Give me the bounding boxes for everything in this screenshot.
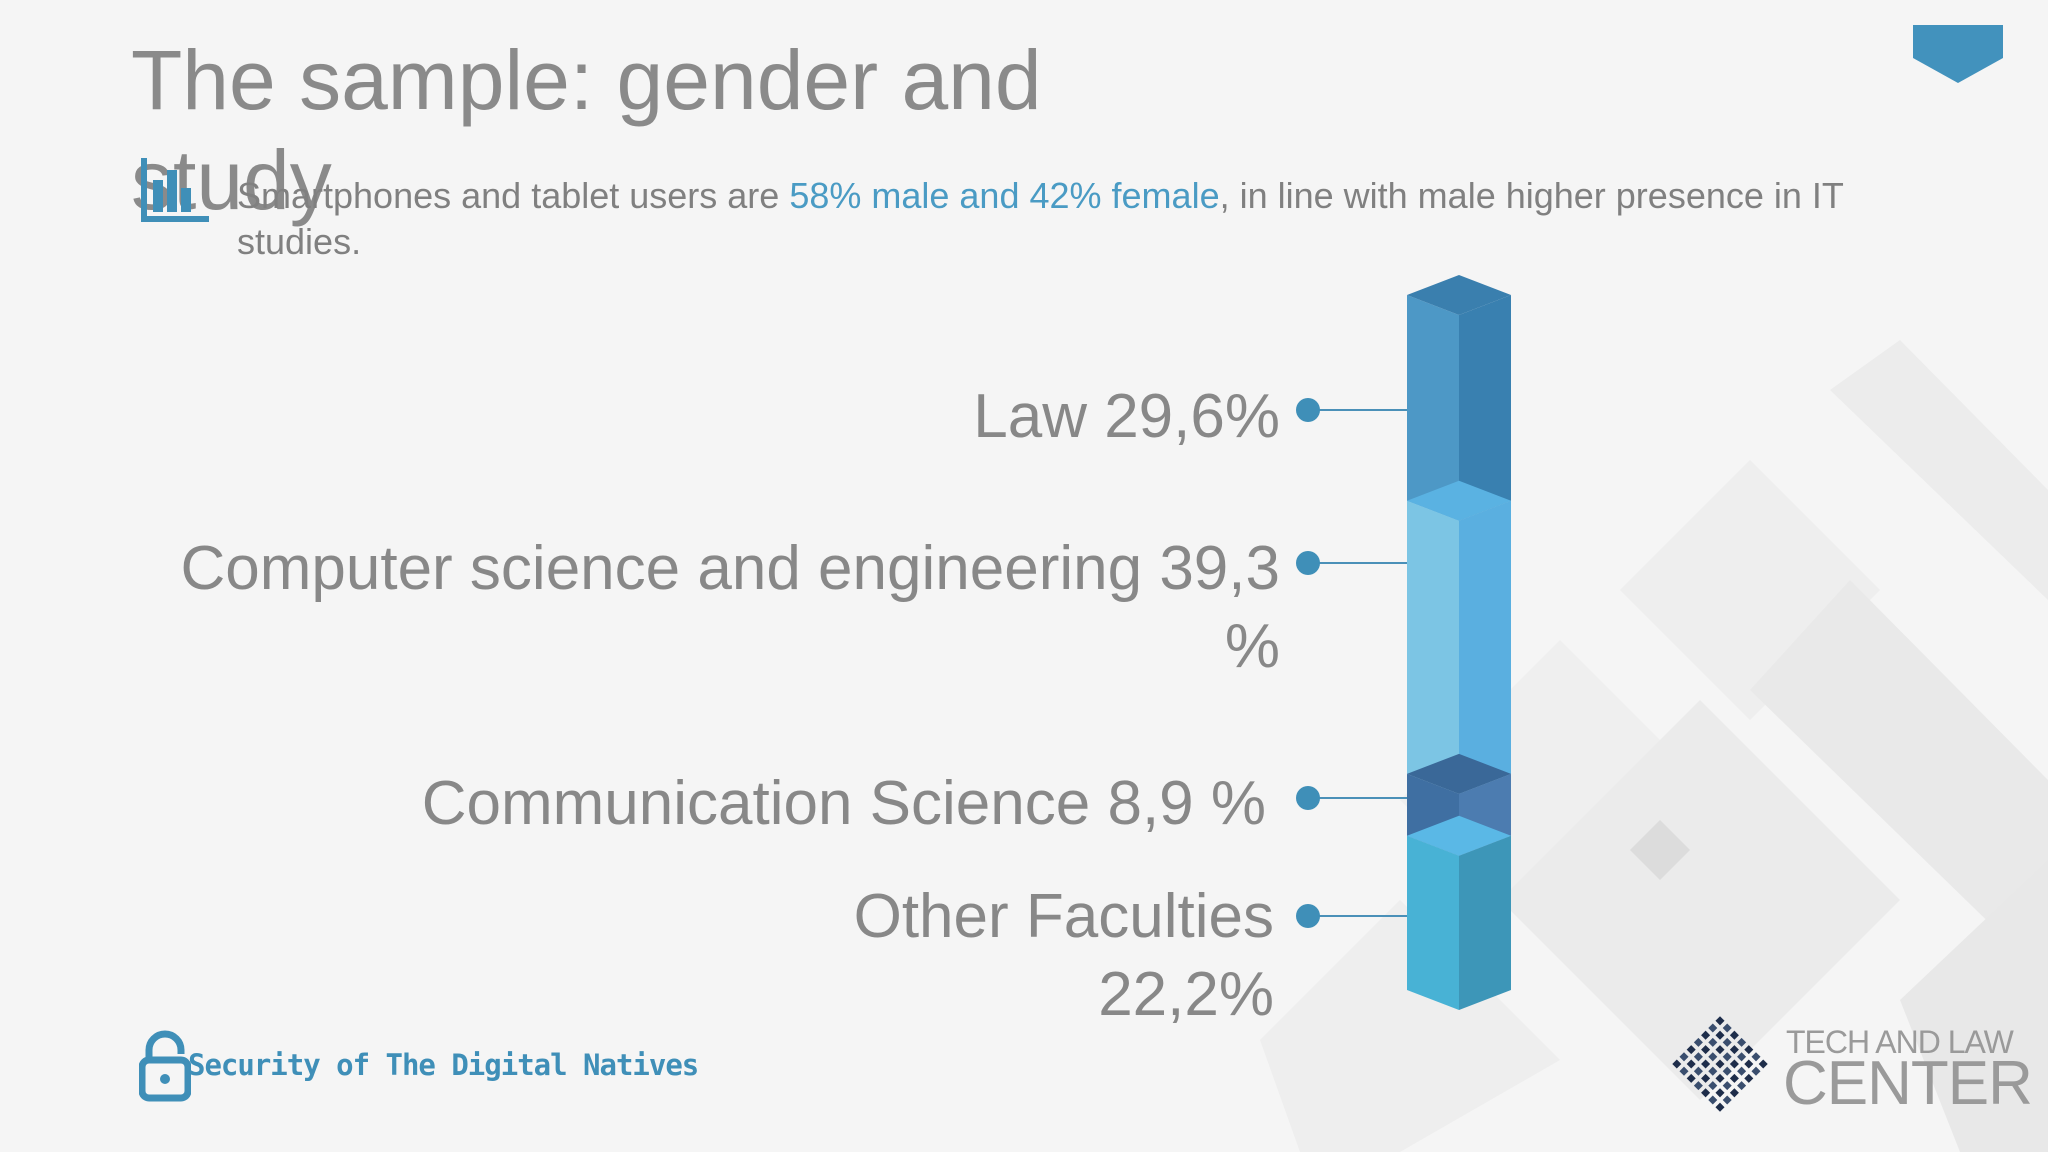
globe-cell [1715,1102,1725,1112]
label-other-faculties: Other Faculties 22,2% [853,882,1274,1029]
globe-cell [1751,1052,1761,1062]
globe-cell [1737,1037,1747,1047]
globe-cell [1722,1052,1732,1062]
globe-cell [1715,1030,1725,1040]
globe-cell [1729,1088,1739,1098]
project-name: Security of The Digital Natives [188,1048,699,1082]
globe-cell [1722,1023,1732,1033]
globe-cell [1701,1088,1711,1098]
subtitle-text-end: , in line with male higher presence in I… [237,175,1844,262]
globe-logo-icon [1672,1016,1768,1112]
logo-text-top: TECH AND LAW [1786,1024,2014,1060]
globe-cell [1722,1037,1732,1047]
globe-cell [1693,1052,1703,1062]
globe-cell [1708,1095,1718,1105]
globe-cell [1744,1059,1754,1069]
globe-cell [1708,1066,1718,1076]
globe-cell [1729,1030,1739,1040]
globe-cell [1715,1045,1725,1055]
globe-cell [1701,1045,1711,1055]
globe-cell [1715,1016,1725,1026]
segment-other-faculties-top [1407,815,1511,856]
bar-chart-icon [141,158,209,222]
globe-cell [1708,1023,1718,1033]
globe-cell [1701,1059,1711,1069]
corner-tab-icon [1913,25,2003,83]
globe-cell [1693,1066,1703,1076]
globe-cell [1744,1045,1754,1055]
globe-cell [1751,1066,1761,1076]
label-law: Law 29,6% [973,382,1280,451]
globe-cell [1708,1037,1718,1047]
segment-law-front [1407,295,1459,521]
leader-dot-0 [1296,398,1320,422]
globe-cell [1737,1052,1747,1062]
globe-cell [1737,1066,1747,1076]
globe-cell [1729,1059,1739,1069]
globe-cell [1686,1045,1696,1055]
globe-cell [1701,1030,1711,1040]
globe-cell [1729,1073,1739,1083]
globe-cell [1672,1059,1682,1069]
label-communication-science: Communication Science 8,9 % [421,769,1266,838]
globe-cell [1686,1059,1696,1069]
globe-cell [1686,1073,1696,1083]
logo-text-bottom: CENTER [1783,1049,2033,1118]
globe-cell [1737,1081,1747,1091]
segment-other-faculties-side [1459,835,1511,1010]
segment-law-side [1459,295,1511,521]
segment-computer-science-and-engineering-side [1459,500,1511,794]
globe-cell [1722,1066,1732,1076]
leader-dot-2 [1296,786,1320,810]
leader-dot-1 [1296,551,1320,575]
segment-computer-science-and-engineering-top [1407,480,1511,521]
segment-computer-science-and-engineering-front [1407,500,1459,794]
globe-cell [1722,1081,1732,1091]
globe-cell [1679,1052,1689,1062]
slide-title: The sample: gender and study [131,33,1042,227]
globe-cell [1715,1088,1725,1098]
segment-law-top [1407,275,1511,315]
unlock-icon [139,1030,191,1102]
globe-cell [1758,1059,1768,1069]
segment-other-faculties-front [1407,835,1459,1010]
globe-cell [1744,1073,1754,1083]
globe-cell [1693,1037,1703,1047]
globe-cell [1715,1059,1725,1069]
label-computer-science: Computer science and engineering 39,3 % [180,534,1280,681]
globe-cell [1701,1073,1711,1083]
subtitle-highlight: 58% male and 42% female [789,175,1220,216]
globe-cell [1715,1073,1725,1083]
segment-communication-science-top [1407,753,1511,794]
globe-cell [1679,1066,1689,1076]
subtitle-text: Smartphones and tablet users are [237,175,790,216]
leader-dot-3 [1296,904,1320,928]
subtitle: Smartphones and tablet users are 58% mal… [237,173,1937,265]
globe-cell [1708,1052,1718,1062]
globe-cell [1693,1081,1703,1091]
globe-cell [1708,1081,1718,1091]
globe-cell [1722,1095,1732,1105]
globe-cell [1729,1045,1739,1055]
